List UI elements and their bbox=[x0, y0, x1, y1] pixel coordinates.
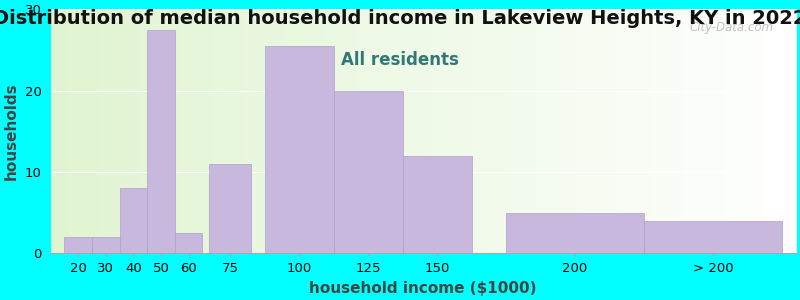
Bar bbox=[265, 46, 334, 253]
Y-axis label: households: households bbox=[4, 82, 19, 180]
Bar bbox=[175, 233, 202, 253]
Bar bbox=[210, 164, 250, 253]
Bar bbox=[644, 221, 782, 253]
Bar bbox=[120, 188, 147, 253]
Text: All residents: All residents bbox=[341, 51, 459, 69]
Bar bbox=[402, 156, 471, 253]
Bar bbox=[65, 237, 92, 253]
Bar bbox=[334, 91, 402, 253]
Bar bbox=[506, 213, 644, 253]
Text: Distribution of median household income in Lakeview Heights, KY in 2022: Distribution of median household income … bbox=[0, 9, 800, 28]
Bar bbox=[147, 29, 175, 253]
Text: City-Data.com: City-Data.com bbox=[690, 21, 774, 34]
X-axis label: household income ($1000): household income ($1000) bbox=[310, 281, 537, 296]
Bar bbox=[92, 237, 120, 253]
